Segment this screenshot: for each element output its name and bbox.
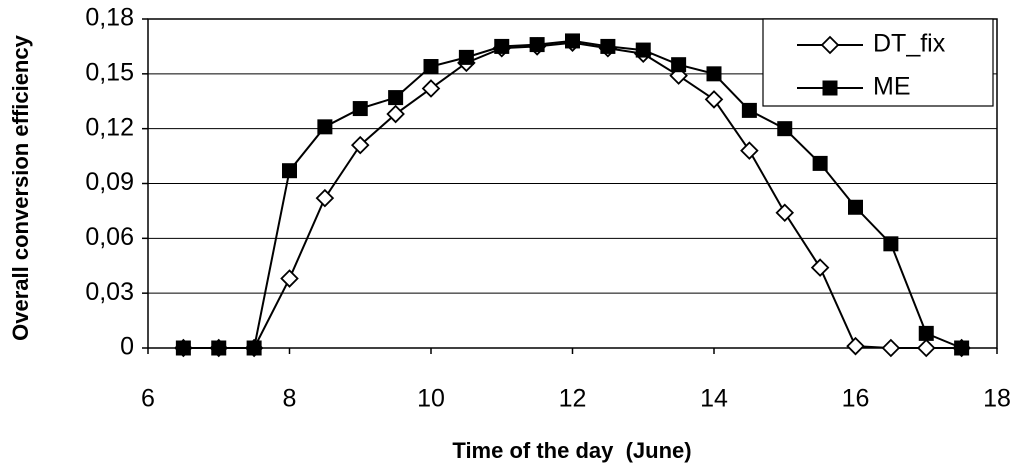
x-tick-label: 10 [417,385,445,413]
marker-diamond [315,188,335,208]
marker-diamond [881,338,901,358]
y-tick-label: 0,06 [85,223,134,251]
y-tick-label: 0,15 [85,58,134,86]
marker-square [954,340,970,356]
marker-diamond [810,258,830,277]
marker-square [565,33,580,49]
x-tick-label: 8 [283,385,297,413]
marker-square [848,199,863,215]
x-tick-label: 12 [559,385,587,413]
marker-diamond [386,104,405,124]
y-axis-title: Overall conversion efficiency [8,34,33,340]
marker-diamond [740,141,759,160]
marker-diamond [846,336,865,356]
legend-box [762,18,994,107]
x-tick-label: 14 [700,385,728,413]
marker-square [211,340,227,356]
marker-diamond [775,203,795,223]
marker-square [175,340,191,356]
marker-square [812,155,828,171]
marker-diamond [280,269,299,288]
marker-diamond [669,66,688,85]
marker-square [458,49,474,65]
x-tick-label: 6 [141,385,155,413]
marker-diamond [421,79,441,98]
legend-label: DT_fix [873,30,946,58]
marker-square [529,37,545,53]
y-tick-label: 0,12 [85,113,134,141]
marker-diamond [916,338,936,358]
marker-square [423,59,439,75]
marker-square [822,80,838,96]
marker-square [352,101,368,117]
y-tick-label: 0 [120,333,134,361]
marker-diamond [820,35,840,55]
y-tick-label: 0,09 [85,168,134,196]
marker-square [494,38,510,54]
marker-square [282,163,297,179]
x-tick-label: 16 [842,385,870,413]
marker-square [741,102,757,118]
y-tick-label: 0,18 [85,4,134,32]
y-tick-label: 0,03 [85,278,134,306]
marker-square [671,57,687,73]
plot-frame [147,18,998,349]
marker-square [918,325,934,341]
marker-square [777,121,793,137]
marker-square [883,236,899,252]
marker-square [635,42,651,58]
marker-square [317,119,333,135]
legend-label: ME [873,73,911,101]
marker-square [600,38,616,54]
marker-square [388,90,404,106]
marker-square [706,66,722,82]
marker-square [246,340,262,356]
x-tick-label: 18 [983,385,1011,413]
x-axis-title: Time of the day (June) [452,438,691,463]
marker-diamond [350,135,370,155]
marker-diamond [704,90,724,109]
